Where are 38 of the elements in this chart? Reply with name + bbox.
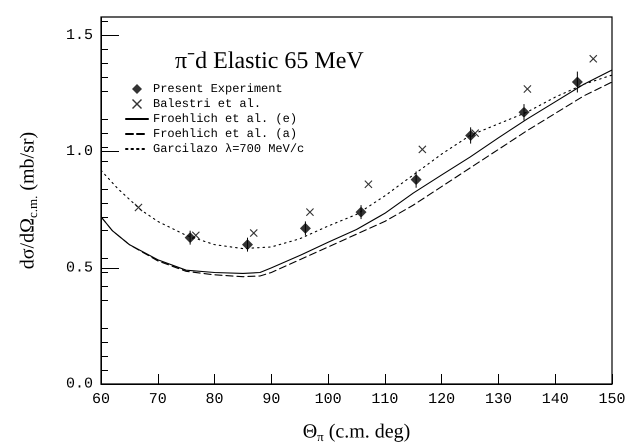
y-axis-title: dσ/dΩc.m. (mb/sr): [16, 132, 40, 270]
text: π⁻d Elastic 65 MeV: [175, 48, 364, 74]
x-tick-label: 60: [92, 391, 110, 408]
x-tick-label: 100: [314, 391, 342, 408]
point: [572, 76, 583, 88]
point: [418, 145, 426, 154]
y-tick-label: 1.0: [66, 143, 93, 160]
point: [306, 208, 314, 216]
point: [250, 229, 258, 238]
y-tick-label: 0.0: [66, 376, 93, 392]
point: [410, 174, 422, 186]
point: [465, 130, 476, 141]
legend-label: Froehlich et al. (a): [153, 127, 298, 141]
legend-label: Froehlich et al. (e): [153, 112, 298, 126]
x-tick-label: 140: [542, 391, 569, 408]
point: [300, 222, 311, 234]
point: [184, 232, 196, 244]
point: [356, 206, 367, 218]
point: [134, 203, 142, 212]
legend-label: Balestri et al.: [153, 97, 262, 111]
legend-label: Garcilazo λ=700 MeV/c: [153, 142, 304, 156]
x-tick-label: 70: [148, 391, 167, 408]
x-tick-label: 120: [428, 391, 456, 408]
x-tick-label: 110: [371, 391, 398, 408]
point: [523, 85, 532, 94]
x-tick-label: 150: [598, 391, 626, 408]
point: [242, 239, 253, 250]
y-tick-label: 1.5: [66, 27, 93, 44]
point: [589, 54, 598, 63]
y-tick-label: 0.5: [66, 259, 93, 276]
x-tick-label: 130: [484, 391, 512, 408]
point: [364, 180, 372, 188]
x-tick-label: 80: [206, 391, 224, 408]
point: [518, 106, 530, 118]
point: [192, 231, 200, 240]
point: [471, 129, 480, 138]
x-tick-label: 90: [262, 391, 280, 408]
legend-label: Present Experiment: [153, 82, 283, 96]
